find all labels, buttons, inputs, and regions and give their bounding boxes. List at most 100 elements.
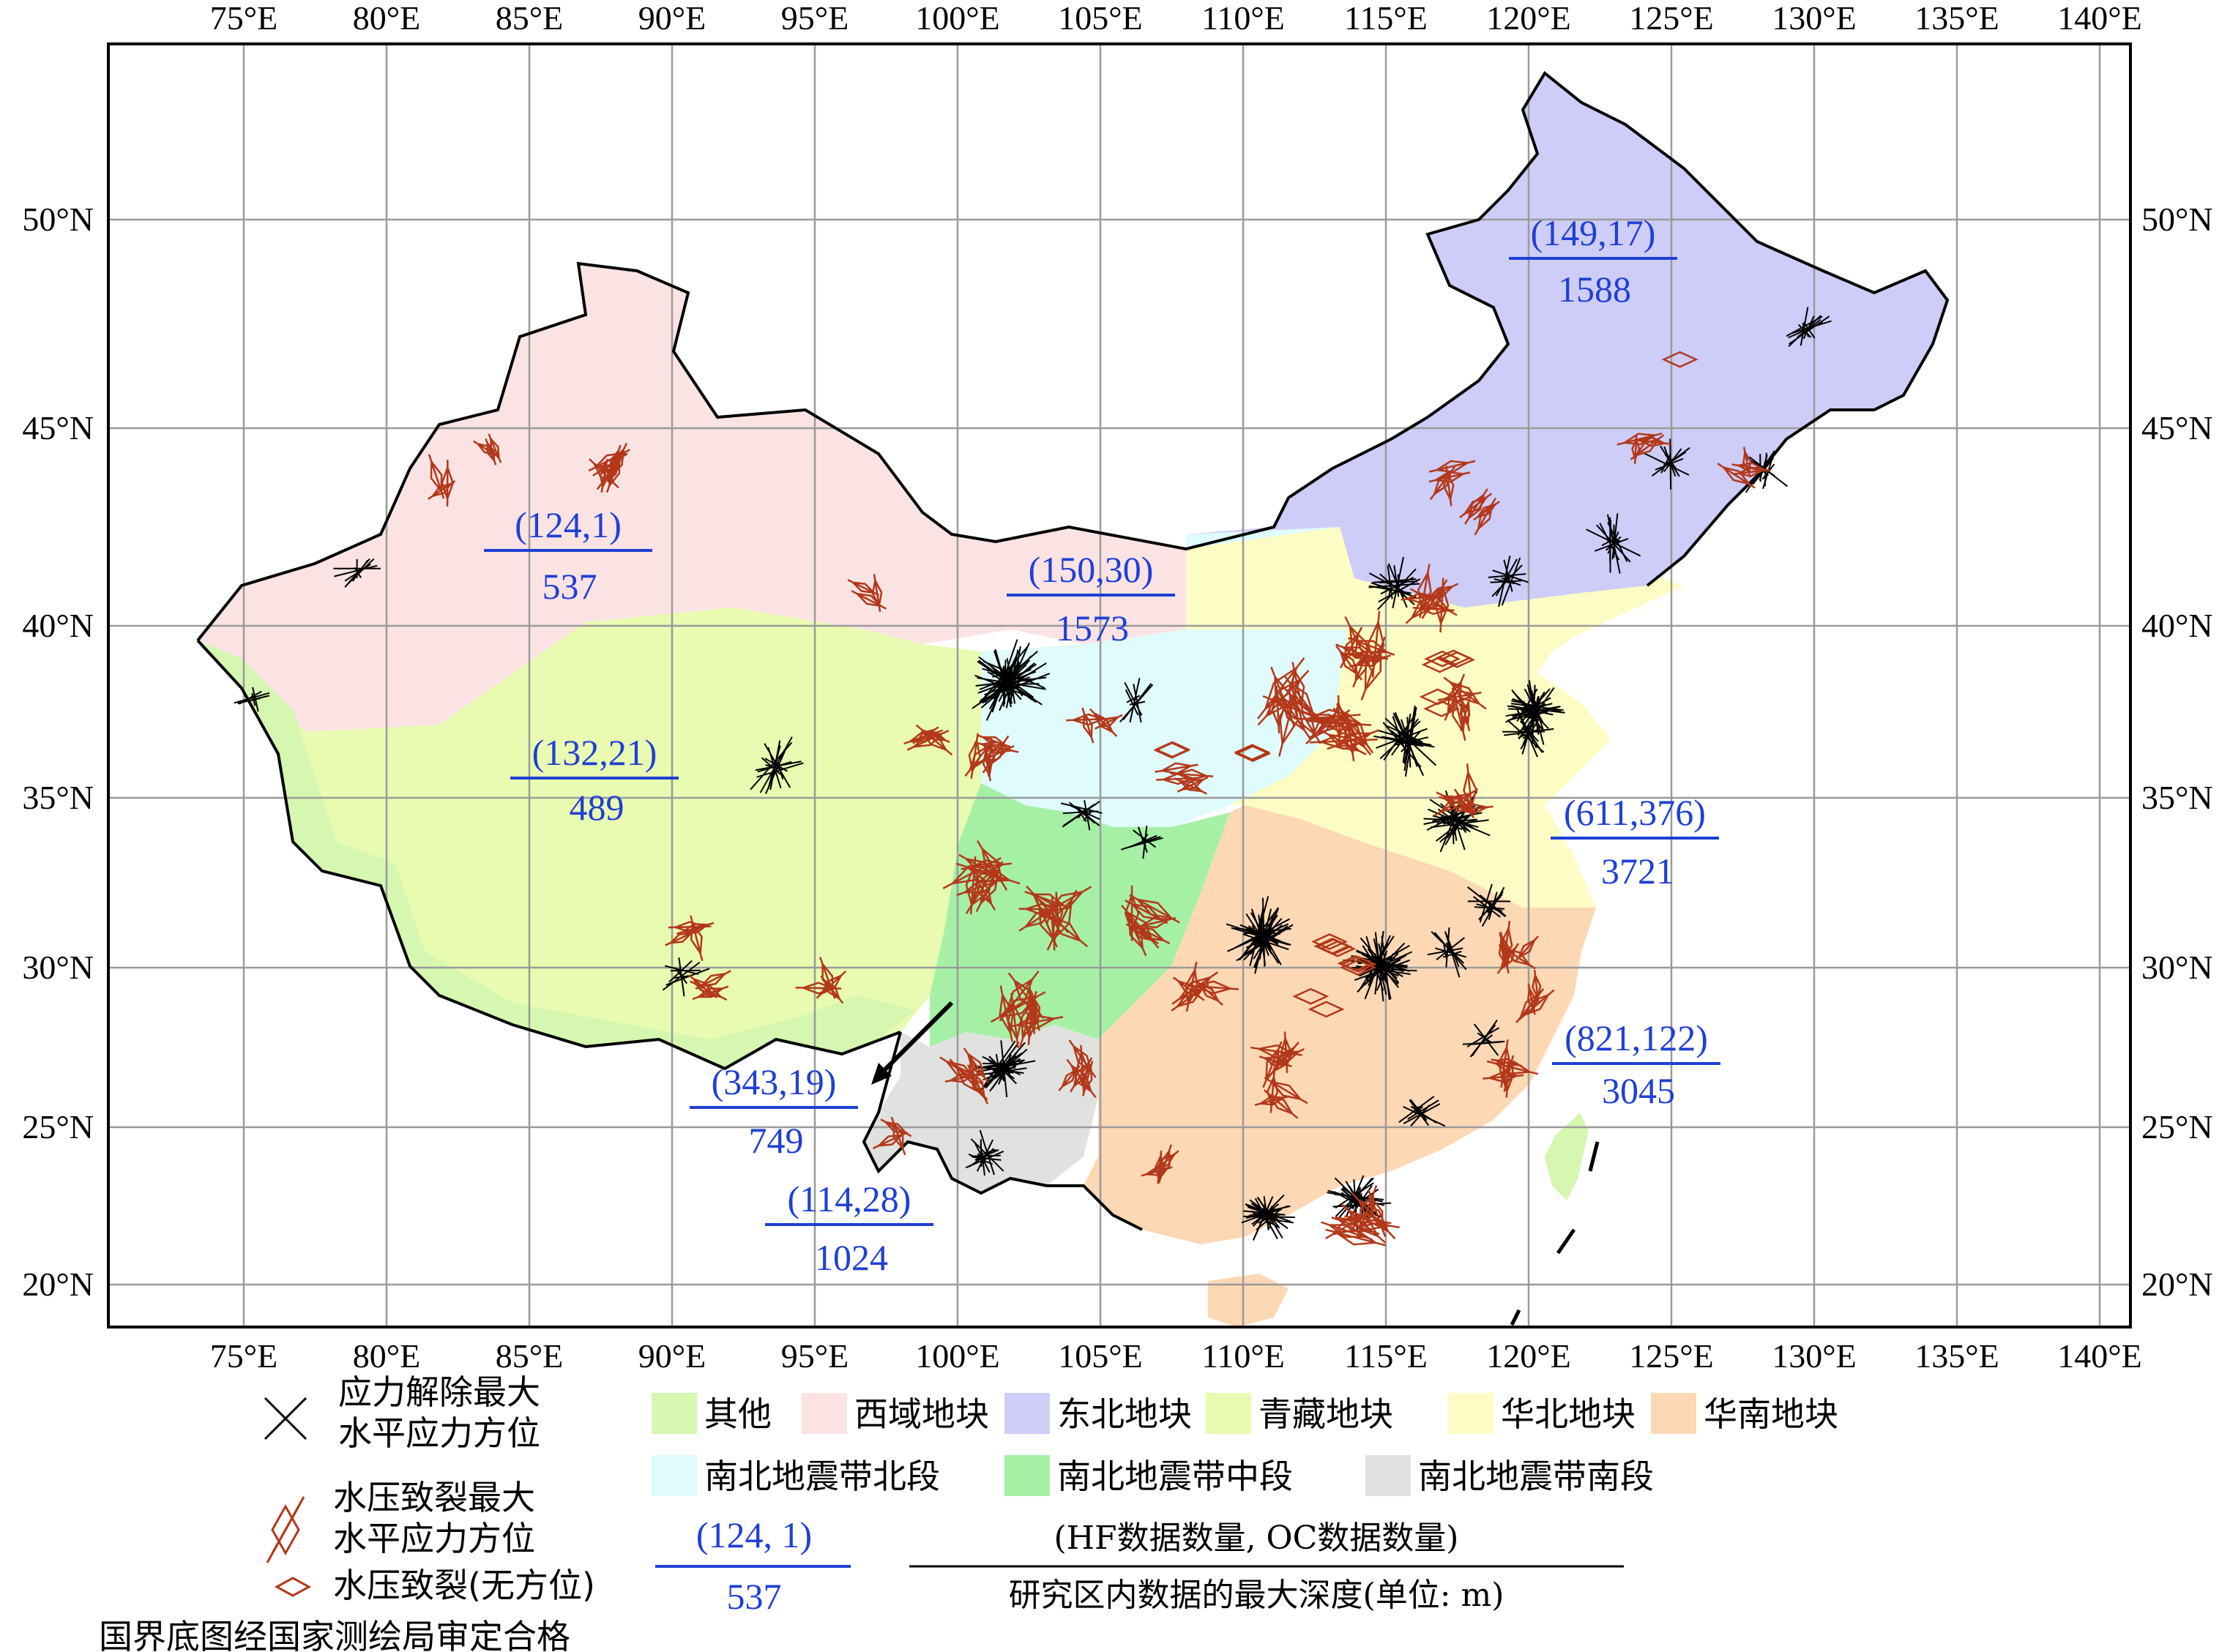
legend-hf-label-1: 水压致裂最大 [333, 1478, 535, 1517]
legend-swatch-qingzang [1206, 1393, 1251, 1434]
hf-symbol-cluster [903, 724, 953, 756]
stat-xiyu-counts: (124,1) [515, 504, 622, 545]
south-sea-dash-2 [1556, 1228, 1576, 1255]
legend-swatch-other [652, 1393, 697, 1434]
lon-tick-top: 120°E [1486, 0, 1571, 37]
lat-tick-left: 45°N [22, 409, 94, 446]
stat-dongbei-depth: 1588 [1558, 269, 1631, 310]
hf-nodir-cluster [1661, 351, 1698, 368]
legend-hf-symbol [266, 1496, 305, 1563]
hf-symbol-cluster [473, 433, 502, 466]
region-nbm [930, 783, 1230, 1047]
hf-symbol-cluster [688, 970, 731, 1001]
lon-tick-top: 115°E [1344, 0, 1428, 37]
hf-symbol-cluster [1121, 885, 1180, 957]
region-taiwan [1545, 1113, 1589, 1200]
hf-symbol-cluster [1066, 707, 1123, 744]
hf-symbol-cluster [428, 454, 456, 507]
hf-symbol-cluster [1433, 763, 1493, 819]
hf-symbol-cluster [1616, 432, 1671, 464]
lon-tick-top: 95°E [781, 0, 849, 37]
lat-tick-left: 20°N [22, 1266, 94, 1303]
stat-qingzang-counts: (132,21) [532, 732, 657, 773]
oc-symbol-cluster [1373, 705, 1436, 777]
region-huabei [1186, 527, 1684, 908]
oc-symbol-cluster [965, 1129, 1004, 1176]
lon-tick-bottom: 120°E [1486, 1337, 1571, 1375]
hf-nodir-cluster [1234, 744, 1272, 762]
oc-symbol-cluster [1121, 826, 1163, 859]
lon-tick-bottom: 125°E [1629, 1337, 1714, 1375]
stat-dongbei-counts: (149,17) [1531, 212, 1656, 253]
hf-symbol-cluster [942, 840, 1021, 915]
oc-symbol-cluster [1398, 1096, 1446, 1127]
lon-tick-top: 110°E [1201, 0, 1285, 37]
legend-swatch-nbs [1365, 1455, 1411, 1496]
hf-symbol-cluster [873, 1116, 912, 1156]
legend-hf-label-2: 水平应力方位 [333, 1519, 535, 1558]
legend-example-top: (124, 1) [696, 1514, 812, 1555]
lon-tick-top: 135°E [1914, 0, 1999, 37]
map-body: (124,1) 537 (149,17) 1588 (150,30) 1573 (132,2… [108, 44, 2130, 1327]
oc-symbol-cluster [1241, 1195, 1295, 1241]
lon-tick-bottom: 90°E [638, 1337, 706, 1375]
lon-tick-bottom: 110°E [1201, 1337, 1285, 1375]
legend-label-dongbei: 东北地块 [1057, 1394, 1192, 1434]
hf-symbol-cluster [1298, 695, 1380, 762]
national-border [196, 71, 1950, 1231]
region-hainan-island [1208, 1274, 1289, 1327]
lon-tick-top: 125°E [1629, 0, 1714, 37]
hf-symbol-cluster [588, 442, 630, 493]
lon-tick-top: 75°E [210, 0, 278, 37]
oc-symbol-cluster [750, 736, 804, 794]
oc-symbol-cluster [1368, 556, 1421, 610]
hf-symbol-cluster [964, 733, 1019, 782]
legend: 应力解除最大 水平应力方位 水压致裂最大 水平应力方位 水压致裂(无方位) 国界… [99, 1372, 1838, 1652]
hf-symbol-cluster [1717, 446, 1771, 489]
hf-symbol-cluster [1483, 1039, 1539, 1098]
hf-nodir-cluster [1337, 954, 1377, 976]
legend-explain-bottom: 研究区内数据的最大深度(单位: m) [1009, 1577, 1504, 1614]
hf-symbol-cluster [795, 957, 847, 1004]
graticule [108, 44, 2130, 1327]
oc-symbol-cluster [1226, 896, 1294, 974]
oc-symbol-cluster [1466, 883, 1511, 927]
hf-symbol-cluster [1496, 920, 1539, 974]
south-sea-dash-3 [1510, 1309, 1521, 1326]
hf-symbol-cluster [1515, 969, 1555, 1024]
oc-symbol-cluster [1502, 707, 1554, 758]
hf-symbol-cluster [991, 971, 1064, 1049]
approval-note: 国界底图经国家测绘局审定合格 [99, 1617, 570, 1652]
pointer-arrow [871, 1001, 954, 1085]
map-frame [107, 42, 2132, 1328]
legend-hf-nodir-symbol [274, 1577, 312, 1597]
lon-tick-top: 100°E [915, 0, 1000, 37]
stat-nbs-depth: 1024 [815, 1237, 888, 1278]
stat-huabei-counts: (611,376) [1564, 792, 1706, 833]
hf-symbol-cluster [1459, 488, 1500, 536]
hf-symbol-cluster [665, 915, 715, 961]
legend-label-nbn: 南北地震带北段 [704, 1457, 940, 1496]
stat-qingzang-depth: 489 [570, 787, 624, 828]
lon-tick-top: 85°E [496, 0, 564, 37]
lon-tick-bottom: 80°E [353, 1337, 421, 1375]
lon-tick-bottom: 140°E [2057, 1337, 2142, 1375]
lat-tick-right: 20°N [2141, 1266, 2213, 1303]
legend-oc-label-2: 水平应力方位 [338, 1413, 540, 1453]
stat-nbn-counts: (150,30) [1029, 549, 1154, 590]
legend-label-nbm: 南北地震带中段 [1057, 1457, 1293, 1496]
region-nbs [864, 1025, 1098, 1193]
oc-symbol-cluster [1586, 513, 1641, 574]
hf-symbol-cluster [1171, 961, 1239, 1012]
lat-tick-left: 30°N [22, 949, 94, 986]
south-sea-dash-1 [1588, 1141, 1600, 1172]
lon-tick-top: 130°E [1772, 0, 1857, 37]
lon-tick-bottom: 135°E [1914, 1337, 1999, 1375]
hf-symbol-cluster [1058, 1039, 1097, 1099]
legend-label-nbs: 南北地震带南段 [1418, 1457, 1654, 1496]
region-stats: (124,1) 537 (149,17) 1588 (150,30) 1573 (132,2… [484, 212, 1720, 1278]
lon-tick-top: 90°E [638, 0, 706, 37]
legend-swatch-dongbei [1004, 1393, 1050, 1434]
